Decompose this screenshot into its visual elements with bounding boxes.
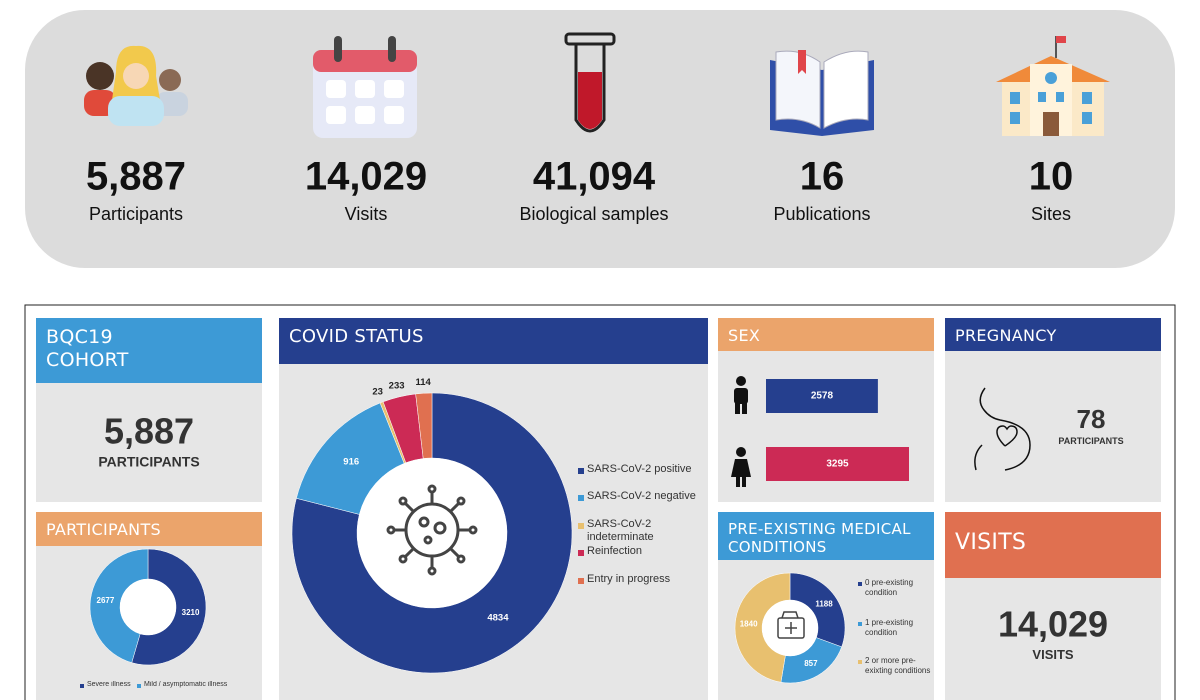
- stat-label: Sites: [1031, 204, 1071, 224]
- panel-header: [945, 512, 1161, 578]
- legend-swatch: [578, 550, 584, 556]
- stats-banner: [25, 10, 1175, 268]
- dashboard-icons: [386, 376, 1031, 639]
- legend-swatch: [858, 622, 862, 626]
- donut-hole: [357, 458, 507, 608]
- panel-title-box: PRE-EXISTING MEDICAL CONDITIONS: [728, 520, 911, 556]
- legend-label-box: Reinfection: [587, 545, 643, 558]
- legend-label-box: Entry in progress: [587, 573, 671, 586]
- data-label: 2677: [97, 596, 115, 605]
- panel-title: PRE-EXISTING MEDICAL CONDITIONS: [728, 520, 911, 556]
- calendar-icon: [313, 36, 417, 138]
- data-label: 3210: [182, 608, 200, 617]
- data-label: 3295: [826, 459, 849, 470]
- legend-label-box: SARS-CoV-2 negative: [587, 490, 696, 503]
- legend-label: Mild / asymptomatic illness: [144, 681, 228, 689]
- legend-label: SARS-CoV-2 positive: [587, 463, 692, 476]
- panel-title-box: PREGNANCY: [955, 326, 1057, 345]
- bar: [766, 447, 909, 481]
- stat-label: Biological samples: [519, 204, 668, 224]
- data-label: 233: [389, 381, 405, 392]
- legend-swatch: [578, 578, 584, 584]
- panel-title: VISITS: [955, 530, 1027, 555]
- panel-label: PARTICIPANTS: [98, 454, 199, 470]
- bar: [766, 379, 878, 413]
- panel-title-box: VISITS: [955, 530, 1027, 555]
- panel-value: 14,029: [998, 604, 1108, 645]
- legend-label-box: 2 or more pre-exixting conditions: [865, 656, 931, 675]
- panel-title: SEX: [728, 326, 761, 345]
- panel-value: 5,887: [104, 411, 194, 452]
- data-label: 857: [804, 659, 818, 668]
- legend-label: 1 pre-existing condition: [865, 618, 914, 637]
- legend-swatch: [578, 523, 584, 529]
- legend-label: SARS-CoV-2 indeterminate: [587, 518, 654, 543]
- legend-swatch: [578, 468, 584, 474]
- panel-label: PARTICIPANTS: [1058, 436, 1123, 446]
- panel-title-box: BQC19 COHORT: [46, 326, 129, 371]
- panel-header: [718, 318, 934, 351]
- legend-label: 0 pre-existing condition: [865, 578, 914, 597]
- stat-value: 16: [800, 155, 845, 199]
- panel-header: [279, 318, 708, 364]
- panel-title-box: COVID STATUS: [289, 326, 424, 347]
- sample-tube-icon: [564, 32, 616, 133]
- data-label: 114: [416, 377, 432, 388]
- legend-label: 2 or more pre-exixting conditions: [865, 656, 931, 675]
- panel-title-box: PARTICIPANTS: [46, 520, 161, 539]
- panel-title: PARTICIPANTS: [46, 520, 161, 539]
- data-label: 916: [343, 457, 359, 468]
- panel-title: BQC19 COHORT: [46, 326, 129, 371]
- panel-title-box: SEX: [728, 326, 761, 345]
- stat-value: 10: [1029, 155, 1074, 199]
- legend-label: Severe illness: [87, 681, 131, 689]
- panel-label: VISITS: [1032, 647, 1074, 662]
- legend-swatch: [80, 684, 84, 688]
- book-icon: [770, 50, 874, 136]
- legend-label: Entry in progress: [587, 573, 671, 586]
- panel-title: COVID STATUS: [289, 326, 424, 347]
- legend-label-box: SARS-CoV-2 indeterminate: [587, 518, 654, 543]
- stat-value: 5,887: [86, 155, 186, 199]
- legend-label: Reinfection: [587, 545, 643, 558]
- panel-header: [36, 512, 262, 546]
- panel-title: PREGNANCY: [955, 326, 1057, 345]
- data-label: 4834: [487, 612, 509, 623]
- data-label: 1840: [740, 620, 758, 629]
- stat-label: Publications: [773, 204, 870, 224]
- stat-label: Participants: [89, 204, 183, 224]
- donut-segment: [131, 548, 207, 666]
- legend-label-box: Severe illness: [87, 681, 131, 689]
- legend-swatch: [858, 582, 862, 586]
- legend-swatch: [578, 495, 584, 501]
- panel-header: [945, 318, 1161, 351]
- legend-label-box: Mild / asymptomatic illness: [144, 681, 228, 689]
- data-label: 2578: [811, 391, 834, 402]
- participants-icon: [84, 45, 188, 126]
- legend-label-box: 1 pre-existing condition: [865, 618, 914, 637]
- legend-swatch: [137, 684, 141, 688]
- school-icon: [996, 36, 1110, 136]
- stat-value: 14,029: [305, 155, 427, 199]
- panel-value: 78: [1077, 404, 1106, 434]
- legend-label-box: SARS-CoV-2 positive: [587, 463, 692, 476]
- stat-value: 41,094: [533, 155, 656, 199]
- panel-header: [718, 512, 934, 560]
- data-label: 1188: [815, 599, 833, 608]
- donut-hole: [120, 579, 176, 635]
- panel-header: [36, 318, 262, 383]
- legend-label-box: 0 pre-existing condition: [865, 578, 914, 597]
- stat-label: Visits: [345, 204, 388, 224]
- data-label: 23: [372, 387, 383, 398]
- legend-label: SARS-CoV-2 negative: [587, 490, 696, 503]
- legend-swatch: [858, 660, 862, 664]
